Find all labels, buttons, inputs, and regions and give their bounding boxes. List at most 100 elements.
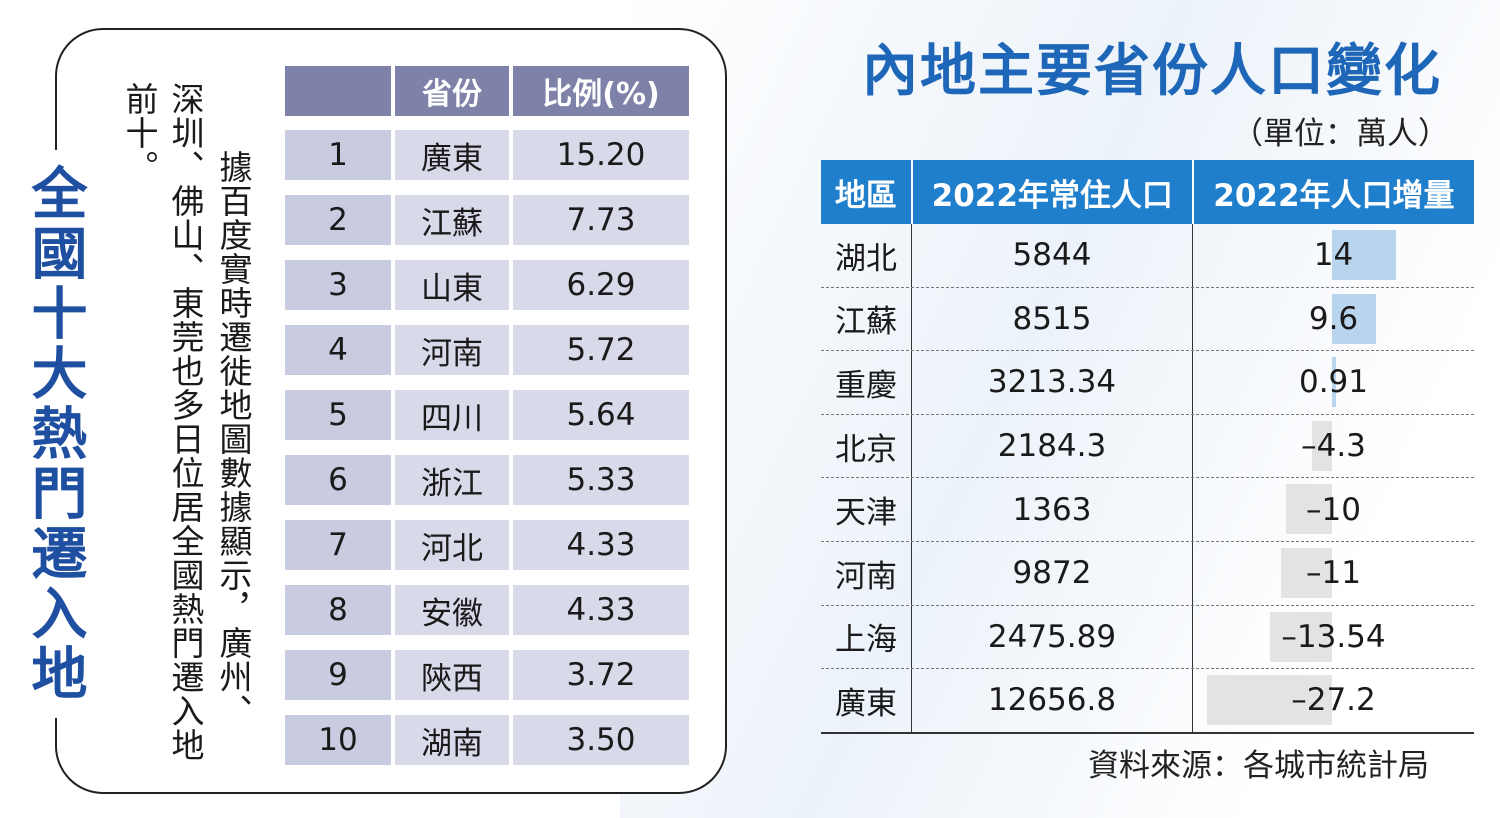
migration-ranking-table: 省份 比例(%) 1 廣東 15.20 2 江蘇 7.73 3 山東 6.29 4 河南 5.72 5 四…: [285, 66, 689, 780]
province-cell: 山東: [395, 260, 509, 310]
increase-label: –13.54: [1281, 618, 1386, 655]
population-cell: 5844: [911, 224, 1192, 287]
province-cell: 廣東: [395, 130, 509, 180]
population-row: 重慶 3213.34 0.91: [821, 351, 1474, 415]
ranking-row: 1 廣東 15.20: [285, 130, 689, 180]
increase-bar: [1286, 484, 1332, 535]
ranking-row: 3 山東 6.29: [285, 260, 689, 310]
increase-cell: –10: [1192, 478, 1474, 541]
province-cell: 江蘇: [395, 195, 509, 245]
unit-label: （單位：萬人）: [1232, 116, 1449, 152]
population-rows: 湖北 5844 14 江蘇 8515 9.6 重慶 3213.34 0.91 北京 2184.3 –4…: [821, 224, 1474, 734]
population-cell: 1363: [911, 478, 1192, 541]
increase-cell: –4.3: [1192, 414, 1474, 478]
population-cell: 8515: [911, 287, 1192, 351]
province-cell: 四川: [395, 390, 509, 440]
rank-cell: 10: [285, 715, 391, 765]
increase-cell: 9.6: [1192, 287, 1474, 351]
ranking-row: 2 江蘇 7.73: [285, 195, 689, 245]
rank-header: [285, 66, 391, 116]
province-cell: 湖南: [395, 715, 509, 765]
ranking-row: 6 浙江 5.33: [285, 455, 689, 505]
increase-bar: [1332, 357, 1337, 408]
rank-cell: 4: [285, 325, 391, 375]
description-line-1: 據百度實時遷徙地圖數據顯示，廣州、: [214, 150, 253, 728]
ranking-row: 4 河南 5.72: [285, 325, 689, 375]
province-cell: 河南: [395, 325, 509, 375]
increase-bar: [1269, 611, 1332, 662]
region-cell: 江蘇: [835, 304, 897, 341]
rank-cell: 1: [285, 130, 391, 180]
population-header-row: 地區 2022年常住人口 2022年人口增量: [821, 160, 1474, 224]
population-row: 河南 9872 –11: [821, 541, 1474, 606]
increase-bar: [1332, 293, 1377, 344]
ratio-cell: 3.50: [513, 715, 689, 765]
left-title: 全國十大熱門遷入地: [18, 150, 90, 718]
ratio-cell: 15.20: [513, 130, 689, 180]
population-cell: 12656.8: [911, 669, 1192, 732]
population-row: 江蘇 8515 9.6: [821, 287, 1474, 352]
province-cell: 浙江: [395, 455, 509, 505]
increase-label: 14: [1313, 237, 1354, 274]
region-cell: 北京: [835, 431, 897, 468]
province-cell: 河北: [395, 520, 509, 570]
increase-cell: 0.91: [1192, 351, 1474, 414]
region-cell: 天津: [835, 495, 897, 532]
ratio-cell: 5.72: [513, 325, 689, 375]
region-cell: 湖北: [835, 240, 897, 277]
ratio-cell: 7.73: [513, 195, 689, 245]
population-cell: 2475.89: [911, 605, 1192, 669]
description-line-2: 深圳、佛山、東莞也多日位居全國熱門遷入地前十。: [120, 82, 205, 762]
population-header: 2022年常住人口: [910, 160, 1192, 224]
increase-label: 0.91: [1298, 364, 1369, 401]
increase-bar: [1281, 547, 1332, 598]
rank-cell: 6: [285, 455, 391, 505]
region-cell: 上海: [835, 622, 897, 659]
rank-cell: 7: [285, 520, 391, 570]
ranking-header-row: 省份 比例(%): [285, 66, 689, 116]
ratio-cell: 4.33: [513, 585, 689, 635]
region-cell: 廣東: [835, 685, 897, 722]
increase-label: –27.2: [1291, 682, 1376, 719]
population-row: 北京 2184.3 –4.3: [821, 414, 1474, 479]
increase-bar: [1206, 675, 1332, 726]
ratio-cell: 4.33: [513, 520, 689, 570]
ratio-cell: 5.33: [513, 455, 689, 505]
region-header: 地區: [834, 177, 897, 214]
increase-label: 9.6: [1308, 300, 1359, 337]
population-row: 湖北 5844 14: [821, 224, 1474, 288]
ranking-row: 5 四川 5.64: [285, 390, 689, 440]
province-header: 省份: [395, 66, 509, 116]
province-cell: 陝西: [395, 650, 509, 700]
background-glow: [620, 0, 1500, 818]
ratio-cell: 6.29: [513, 260, 689, 310]
rank-cell: 3: [285, 260, 391, 310]
rank-cell: 5: [285, 390, 391, 440]
population-row: 上海 2475.89 –13.54: [821, 605, 1474, 670]
ranking-row: 10 湖南 3.50: [285, 715, 689, 765]
ranking-rows: 1 廣東 15.20 2 江蘇 7.73 3 山東 6.29 4 河南 5.72 5 四川 5.64 6 浙江 5…: [285, 130, 689, 765]
population-row: 天津 1363 –10: [821, 478, 1474, 542]
ranking-row: 9 陝西 3.72: [285, 650, 689, 700]
right-title: 內地主要省份人口變化: [862, 39, 1442, 104]
increase-label: –10: [1306, 491, 1361, 528]
rank-cell: 2: [285, 195, 391, 245]
ratio-cell: 3.72: [513, 650, 689, 700]
increase-bar: [1312, 420, 1332, 471]
population-cell: 9872: [911, 541, 1192, 605]
population-row: 廣東 12656.8 –27.2: [821, 669, 1474, 734]
source-note: 資料來源：各城市統計局: [1088, 748, 1429, 784]
rank-cell: 8: [285, 585, 391, 635]
increase-cell: –27.2: [1192, 669, 1474, 732]
increase-header: 2022年人口增量: [1191, 160, 1474, 224]
rank-cell: 9: [285, 650, 391, 700]
increase-cell: 14: [1192, 224, 1474, 287]
ranking-row: 8 安徽 4.33: [285, 585, 689, 635]
population-cell: 2184.3: [911, 414, 1192, 478]
ranking-row: 7 河北 4.33: [285, 520, 689, 570]
ratio-header: 比例(%): [513, 66, 689, 116]
increase-label: –11: [1306, 555, 1361, 592]
region-cell: 河南: [835, 558, 897, 595]
increase-bar: [1332, 230, 1397, 280]
population-cell: 3213.34: [911, 351, 1192, 414]
